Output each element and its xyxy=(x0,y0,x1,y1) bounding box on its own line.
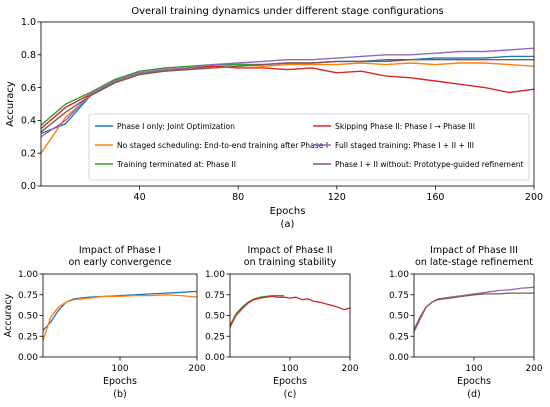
plot-frame xyxy=(229,273,351,358)
x-tick-label: 200 xyxy=(525,192,543,203)
x-axis-label: Epochs xyxy=(273,376,307,387)
x-tick-label: 120 xyxy=(328,192,346,203)
panel-caption: (c) xyxy=(284,389,297,400)
plot-frame xyxy=(40,21,535,187)
legend-entry: No staged scheduling: End-to-end trainin… xyxy=(117,141,328,150)
series-line xyxy=(40,47,535,138)
x-tick-label: 200 xyxy=(188,364,205,374)
series-line xyxy=(42,294,198,341)
plot-frame xyxy=(42,273,198,358)
x-tick-label: 100 xyxy=(281,364,298,374)
y-tick-label: 0.25 xyxy=(18,332,38,342)
legend-box xyxy=(88,113,530,181)
y-tick-label: 0.50 xyxy=(205,312,225,322)
x-tick-label: 200 xyxy=(341,364,358,374)
y-tick-label: 0.0 xyxy=(21,181,36,192)
y-tick-label: 0.00 xyxy=(389,353,409,363)
x-tick-label: 100 xyxy=(465,364,482,374)
y-tick-label: 1.00 xyxy=(389,270,409,280)
chart-title: on late-stage refinement xyxy=(415,257,533,268)
y-tick-label: 1.00 xyxy=(205,270,225,280)
x-axis-label: Epochs xyxy=(103,376,137,387)
y-tick-label: 0.4 xyxy=(21,116,36,127)
y-tick-label: 0.6 xyxy=(21,83,36,94)
chart-d: 100 200 0.00 0.25 0.50 0.75 1.00 Impact of Phas… xyxy=(389,245,543,400)
y-tick-label: 0.00 xyxy=(18,353,38,363)
legend-entry: Training terminated at: Phase II xyxy=(116,160,236,169)
y-tick-label: 1.0 xyxy=(21,17,36,28)
y-axis-label: Accuracy xyxy=(5,81,16,127)
y-tick-label: 0.00 xyxy=(205,353,225,363)
legend-entry: Phase I only: Joint Optimization xyxy=(117,122,235,131)
chart-title: Overall training dynamics under differen… xyxy=(131,6,444,17)
x-tick-label: 100 xyxy=(111,364,128,374)
panel-caption: (b) xyxy=(113,389,126,400)
y-axis-label: Accuracy xyxy=(3,293,14,337)
series-line xyxy=(40,59,534,133)
x-axis-label: Epochs xyxy=(457,376,491,387)
panel-caption: (d) xyxy=(467,389,480,400)
legend: Phase I only: Joint Optimization No stage… xyxy=(88,113,530,181)
chart-title: on early convergence xyxy=(69,257,172,268)
panel-caption: (a) xyxy=(281,219,295,230)
chart-title: on training stability xyxy=(244,257,337,268)
series-line xyxy=(229,294,284,326)
y-tick-label: 0.75 xyxy=(18,291,38,301)
legend-entry: Full staged training: Phase I + II + III xyxy=(335,141,474,150)
series-line xyxy=(413,286,535,333)
x-tick-label: 160 xyxy=(426,192,444,203)
chart-title: Impact of Phase III xyxy=(430,245,518,256)
chart-a: 40 80 120 160 200 0.0 0.2 0.4 0.6 0.8 1.0 Overall t… xyxy=(5,6,543,230)
plot-frame xyxy=(413,273,535,358)
legend-entry: Skipping Phase II: Phase I → Phase III xyxy=(335,122,475,131)
y-tick-label: 0.25 xyxy=(205,332,225,342)
y-tick-label: 0.8 xyxy=(21,50,36,61)
y-tick-label: 0.75 xyxy=(389,291,409,301)
y-tick-label: 1.00 xyxy=(18,270,38,280)
y-tick-label: 0.50 xyxy=(18,312,38,322)
series-line xyxy=(42,290,198,331)
legend-entry: Phase I + II without: Prototype-guided r… xyxy=(335,160,524,169)
series-line xyxy=(229,295,351,328)
y-tick-label: 0.50 xyxy=(389,312,409,322)
x-axis-label: Epochs xyxy=(270,206,306,217)
chart-b: 100 200 0.00 0.25 0.50 0.75 1.00 Impact of Phas… xyxy=(3,245,206,400)
x-tick-label: 200 xyxy=(525,364,542,374)
chart-c: 100 200 0.00 0.25 0.50 0.75 1.00 Impact of Phas… xyxy=(205,245,359,400)
y-tick-label: 0.2 xyxy=(21,148,36,159)
x-tick-label: 80 xyxy=(232,192,244,203)
series-line xyxy=(40,63,263,126)
y-tick-label: 0.75 xyxy=(205,291,225,301)
chart-title: Impact of Phase II xyxy=(247,245,332,256)
x-tick-label: 40 xyxy=(134,192,146,203)
series-line xyxy=(413,292,534,330)
chart-title: Impact of Phase I xyxy=(79,245,161,256)
y-tick-label: 0.25 xyxy=(389,332,409,342)
